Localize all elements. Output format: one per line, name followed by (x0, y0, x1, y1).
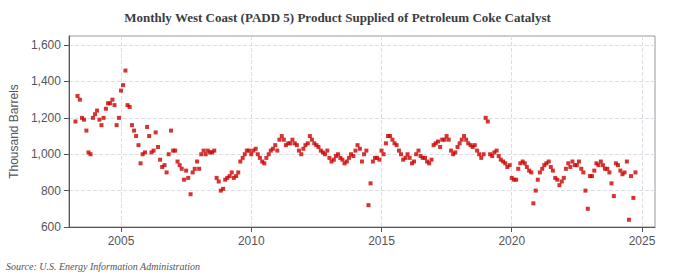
svg-text:Monthly West Coast (PADD 5) Pr: Monthly West Coast (PADD 5) Product Supp… (124, 10, 551, 25)
svg-text:1,000: 1,000 (31, 147, 61, 161)
svg-text:2015: 2015 (368, 234, 395, 248)
svg-text:600: 600 (41, 220, 61, 234)
svg-text:1,400: 1,400 (31, 74, 61, 88)
svg-text:2010: 2010 (238, 234, 265, 248)
svg-text:1,200: 1,200 (31, 111, 61, 125)
svg-text:2005: 2005 (108, 234, 135, 248)
svg-text:1,600: 1,600 (31, 38, 61, 52)
svg-text:800: 800 (41, 184, 61, 198)
svg-text:Thousand Barrels: Thousand Barrels (7, 84, 21, 179)
svg-text:Source: U.S. Energy Informatio: Source: U.S. Energy Information Administ… (6, 261, 200, 272)
svg-text:2020: 2020 (498, 234, 525, 248)
svg-text:2025: 2025 (629, 234, 656, 248)
